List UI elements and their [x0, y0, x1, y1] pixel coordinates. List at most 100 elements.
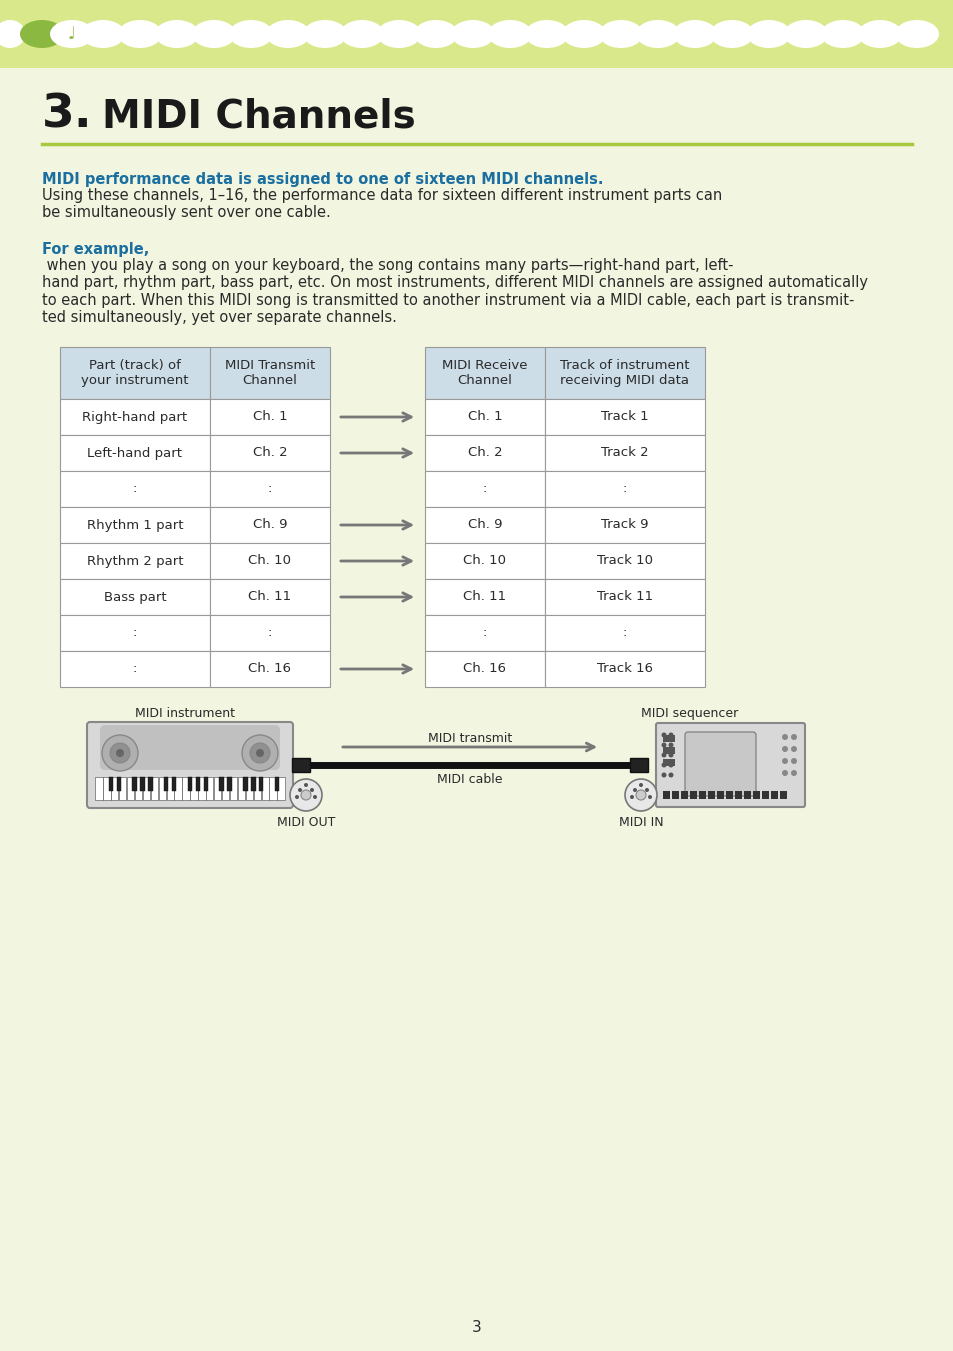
Bar	[544, 507, 704, 543]
Bar	[210, 580, 330, 615]
Circle shape	[304, 784, 308, 788]
FancyBboxPatch shape	[87, 721, 293, 808]
Circle shape	[668, 753, 673, 758]
Circle shape	[116, 748, 124, 757]
Ellipse shape	[154, 20, 199, 49]
Bar	[699, 790, 705, 798]
Bar	[167, 777, 173, 800]
Text: Track 11: Track 11	[597, 590, 653, 604]
Bar	[148, 777, 152, 790]
Text: Track of instrument
receiving MIDI data: Track of instrument receiving MIDI data	[559, 359, 689, 386]
Text: Track 16: Track 16	[597, 662, 652, 676]
Bar	[103, 777, 111, 800]
Bar	[662, 735, 675, 742]
Circle shape	[790, 758, 796, 765]
Text: MIDI IN: MIDI IN	[618, 816, 662, 830]
Bar	[182, 777, 190, 800]
Circle shape	[297, 788, 302, 792]
Ellipse shape	[81, 20, 125, 49]
Ellipse shape	[376, 20, 420, 49]
Bar	[188, 777, 192, 790]
Bar	[227, 777, 232, 790]
Circle shape	[250, 743, 270, 763]
Circle shape	[781, 770, 787, 775]
Bar	[151, 777, 158, 800]
Bar	[195, 777, 200, 790]
Ellipse shape	[339, 20, 384, 49]
Ellipse shape	[50, 20, 94, 49]
Bar	[172, 777, 176, 790]
Bar	[210, 651, 330, 688]
Bar	[174, 777, 182, 800]
Bar	[127, 777, 134, 800]
Bar	[725, 790, 732, 798]
Circle shape	[668, 773, 673, 777]
Text: MIDI OUT: MIDI OUT	[276, 816, 335, 830]
Circle shape	[639, 784, 642, 788]
Ellipse shape	[672, 20, 717, 49]
Bar	[424, 651, 544, 688]
Circle shape	[290, 780, 322, 811]
Text: Ch. 11: Ch. 11	[463, 590, 506, 604]
Circle shape	[647, 794, 651, 798]
Text: MIDI Channels: MIDI Channels	[102, 99, 416, 136]
Text: :: :	[622, 627, 626, 639]
Bar	[109, 777, 112, 790]
Circle shape	[781, 746, 787, 753]
Text: Bass part: Bass part	[104, 590, 166, 604]
Circle shape	[313, 794, 316, 798]
Circle shape	[790, 770, 796, 775]
Bar	[544, 471, 704, 507]
Bar	[424, 471, 544, 507]
Bar	[274, 777, 279, 790]
Text: Ch. 11: Ch. 11	[248, 590, 292, 604]
Bar	[95, 777, 103, 800]
Bar	[60, 435, 210, 471]
Bar	[206, 777, 213, 800]
Bar	[292, 758, 310, 771]
Circle shape	[668, 743, 673, 747]
Bar	[251, 777, 255, 790]
Text: 3.: 3.	[42, 93, 92, 138]
Bar	[544, 543, 704, 580]
Bar	[662, 790, 669, 798]
Ellipse shape	[598, 20, 642, 49]
FancyBboxPatch shape	[100, 725, 280, 770]
Bar	[424, 399, 544, 435]
Bar	[210, 435, 330, 471]
Circle shape	[301, 790, 311, 800]
FancyBboxPatch shape	[656, 723, 804, 807]
Text: Ch. 16: Ch. 16	[248, 662, 292, 676]
Bar	[680, 790, 687, 798]
Bar	[424, 507, 544, 543]
Ellipse shape	[266, 20, 310, 49]
Text: Rhythm 2 part: Rhythm 2 part	[87, 554, 183, 567]
FancyBboxPatch shape	[684, 732, 755, 796]
Bar	[230, 777, 237, 800]
Bar	[424, 347, 544, 399]
Text: when you play a song on your keyboard, the song contains many parts—right-hand p: when you play a song on your keyboard, t…	[42, 258, 867, 326]
Bar	[0, 0, 953, 68]
Text: Track 9: Track 9	[600, 519, 648, 531]
Bar	[269, 777, 276, 800]
Ellipse shape	[746, 20, 790, 49]
Circle shape	[781, 758, 787, 765]
Circle shape	[790, 734, 796, 740]
Bar	[662, 759, 675, 766]
Text: Using these channels, 1–16, the performance data for sixteen different instrumen: Using these channels, 1–16, the performa…	[42, 188, 721, 220]
Bar	[132, 777, 136, 790]
Bar	[140, 777, 145, 790]
Bar	[60, 615, 210, 651]
Bar	[707, 790, 714, 798]
Bar	[60, 580, 210, 615]
Text: Ch. 2: Ch. 2	[253, 446, 287, 459]
Bar	[164, 777, 169, 790]
Bar	[246, 777, 253, 800]
Bar	[717, 790, 723, 798]
Bar	[219, 777, 224, 790]
Bar	[237, 777, 245, 800]
Bar	[111, 777, 118, 800]
Circle shape	[255, 748, 264, 757]
Bar	[662, 747, 675, 754]
Ellipse shape	[524, 20, 568, 49]
